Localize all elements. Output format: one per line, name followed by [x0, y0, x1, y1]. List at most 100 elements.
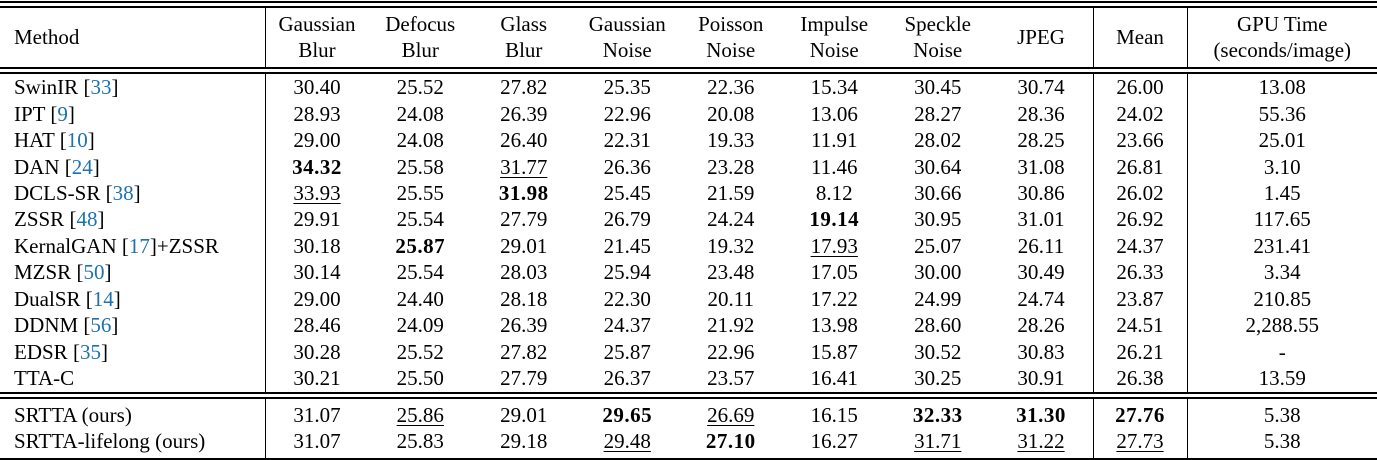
value-cell: 13.08	[1258, 75, 1306, 100]
value-cell: 30.14	[293, 260, 341, 285]
citation-link[interactable]: 10	[66, 128, 88, 153]
value-cell: 26.92	[1093, 206, 1188, 233]
value-cell: 28.02	[914, 128, 962, 153]
value-cell: 28.25	[989, 127, 1094, 154]
column-header-mean: Mean	[1093, 0, 1188, 75]
value-cell: 25.52	[396, 75, 444, 100]
value-cell: 25.55	[396, 181, 444, 206]
citation-link[interactable]: 24	[71, 154, 93, 179]
citation-link[interactable]: 35	[79, 339, 101, 364]
value-cell: 17.93	[810, 233, 858, 258]
value-cell: 17.05	[810, 260, 858, 285]
citation-link[interactable]: 50	[83, 260, 105, 285]
value-cell: 27.76	[1093, 395, 1188, 429]
value-cell: 27.10	[679, 428, 783, 460]
value-cell: 29.00	[293, 286, 341, 311]
value-cell: 25.86	[396, 402, 444, 427]
value-cell: 26.00	[1093, 70, 1188, 101]
table-row: DAN [24] 34.32 25.58 31.77 26.36 23.28 11.46 30…	[0, 153, 1377, 181]
citation-link[interactable]: 17	[128, 233, 150, 258]
value-cell: 23.48	[707, 260, 755, 285]
value-cell: 15.34	[810, 75, 858, 100]
value-cell: 22.31	[603, 128, 651, 153]
value-cell: 31.08	[989, 153, 1094, 181]
value-cell: 23.28	[707, 154, 755, 179]
value-cell: 17.22	[810, 286, 858, 311]
value-cell: 30.66	[914, 181, 962, 206]
value-cell: 30.21	[265, 365, 369, 399]
citation-link[interactable]: 14	[92, 286, 114, 311]
citation-link[interactable]: 56	[90, 313, 112, 338]
value-cell: 29.18	[472, 428, 576, 460]
value-cell: 16.27	[782, 428, 886, 460]
column-header-gaussian-blur: Gaussian Blur	[265, 0, 369, 75]
value-cell: 25.35	[603, 75, 651, 100]
value-cell: 25.50	[368, 365, 472, 399]
value-cell: 30.95	[914, 207, 962, 232]
value-cell: 30.83	[989, 338, 1094, 366]
value-cell: 23.87	[1093, 285, 1188, 313]
value-cell: 22.36	[707, 75, 755, 100]
value-cell: 31.22	[989, 428, 1094, 460]
value-cell: 26.69	[707, 402, 755, 427]
value-cell: 28.46	[293, 313, 341, 338]
ours-methods-section: SRTTA (ours) 31.07 25.86 29.01 29.65 26.69 16.…	[0, 395, 1377, 460]
value-cell: 26.81	[1093, 153, 1188, 181]
value-cell: 29.01	[500, 402, 548, 427]
value-cell: 26.79	[603, 207, 651, 232]
method-cell: EDSR [35]	[0, 338, 266, 366]
method-cell: MZSR [50]	[0, 259, 266, 286]
table-row: SRTTA-lifelong (ours) 31.07 25.83 29.18 29.4…	[0, 428, 1377, 460]
value-cell: 25.01	[1258, 128, 1306, 153]
citation-link[interactable]: 9	[57, 101, 68, 126]
citation-link[interactable]: 33	[90, 75, 112, 100]
value-cell: 22.96	[603, 101, 651, 126]
citation-link[interactable]: 38	[112, 181, 134, 206]
value-cell: 24.08	[396, 101, 444, 126]
value-cell: 31.01	[989, 206, 1094, 233]
column-header-glass-blur: Glass Blur	[472, 0, 576, 75]
table-row: KernalGAN [17]+ZSSR 30.18 25.87 29.01 21.45 1…	[0, 232, 1377, 260]
value-cell: 24.37	[1093, 232, 1188, 260]
value-cell: 30.91	[989, 365, 1094, 399]
column-header-speckle-noise: Speckle Noise	[886, 0, 990, 75]
column-header-method: Method	[0, 0, 266, 75]
method-cell: SRTTA-lifelong (ours)	[0, 428, 266, 460]
value-cell: 24.51	[1093, 312, 1188, 339]
value-cell: 25.45	[603, 181, 651, 206]
value-cell: 30.86	[989, 180, 1094, 207]
value-cell: 25.87	[603, 339, 651, 364]
value-cell: 32.33	[912, 402, 963, 427]
value-cell: 24.37	[603, 313, 651, 338]
value-cell: 24.99	[914, 286, 962, 311]
method-cell: KernalGAN [17]+ZSSR	[0, 232, 266, 260]
value-cell: 19.14	[809, 207, 860, 232]
table-row: DCLS-SR [38] 33.93 25.55 31.98 25.45 21.59 8.1…	[0, 180, 1377, 207]
value-cell: 3.34	[1263, 260, 1301, 285]
value-cell: 24.24	[707, 207, 755, 232]
method-cell: DualSR [14]	[0, 285, 266, 313]
value-cell: 23.57	[679, 365, 783, 399]
value-cell: 29.91	[293, 207, 341, 232]
value-cell: 27.79	[500, 207, 548, 232]
value-cell: 1.45	[1263, 181, 1301, 206]
value-cell: 29.65	[602, 402, 653, 427]
value-cell: 29.48	[575, 428, 679, 460]
table-row: IPT [9] 28.93 24.08 26.39 22.96 20.08 13.06 28.…	[0, 100, 1377, 128]
value-cell: 26.40	[500, 128, 548, 153]
value-cell: 8.12	[815, 181, 853, 206]
value-cell: 27.73	[1093, 428, 1188, 460]
value-cell: 28.60	[914, 313, 962, 338]
value-cell: 26.37	[575, 365, 679, 399]
value-cell: 27.82	[500, 75, 548, 100]
column-header-jpeg: JPEG	[989, 0, 1094, 75]
citation-link[interactable]: 48	[76, 207, 98, 232]
method-cell: DDNM [56]	[0, 312, 266, 339]
table-row: DDNM [56] 28.46 24.09 26.39 24.37 21.92 13.98 2…	[0, 312, 1377, 339]
value-cell: 31.30	[989, 395, 1094, 429]
value-cell: 29.01	[500, 233, 548, 258]
method-cell: HAT [10]	[0, 127, 266, 154]
value-cell: 23.66	[1093, 127, 1188, 154]
